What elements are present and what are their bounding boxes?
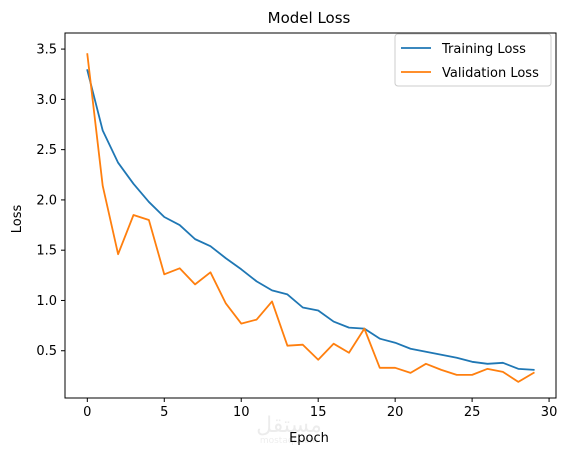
plot-area: 0 5 10 15 20 25 30 0.5 1.0 1.5 2.0 2.5 3.0 3.5 xyxy=(36,32,558,420)
x-tick-label: 0 xyxy=(83,405,91,420)
watermark-subtext: mostaql.com xyxy=(260,436,318,446)
x-tick-label: 15 xyxy=(310,405,327,420)
series-line-validation-loss xyxy=(86,53,535,383)
x-tick-label: 25 xyxy=(464,405,481,420)
x-tick-label: 20 xyxy=(387,405,404,420)
watermark-logo: مستقل xyxy=(256,413,322,438)
legend-label-training: Training Loss xyxy=(441,42,526,57)
y-tick-label: 3.5 xyxy=(36,43,57,58)
x-tick-label: 30 xyxy=(541,405,558,420)
y-tick-label: 2.5 xyxy=(36,143,57,158)
legend-frame xyxy=(394,33,552,87)
y-tick-label: 0.5 xyxy=(36,344,57,359)
y-tick-label: 1.0 xyxy=(36,294,57,309)
x-axis-title: Epoch xyxy=(289,431,329,446)
y-axis-title: Loss xyxy=(10,205,25,234)
x-tick-label: 5 xyxy=(160,405,168,420)
y-tick-label: 3.0 xyxy=(36,93,57,108)
series-line-training-loss xyxy=(86,69,535,371)
legend-label-validation: Validation Loss xyxy=(442,66,539,81)
chart-title: Model Loss xyxy=(268,9,351,27)
y-tick-label: 1.5 xyxy=(36,244,57,259)
x-tick-label: 10 xyxy=(233,405,250,420)
legend: Training Loss Validation Loss xyxy=(394,33,552,87)
axes-frame xyxy=(64,32,557,399)
y-tick-label: 2.0 xyxy=(36,193,57,208)
